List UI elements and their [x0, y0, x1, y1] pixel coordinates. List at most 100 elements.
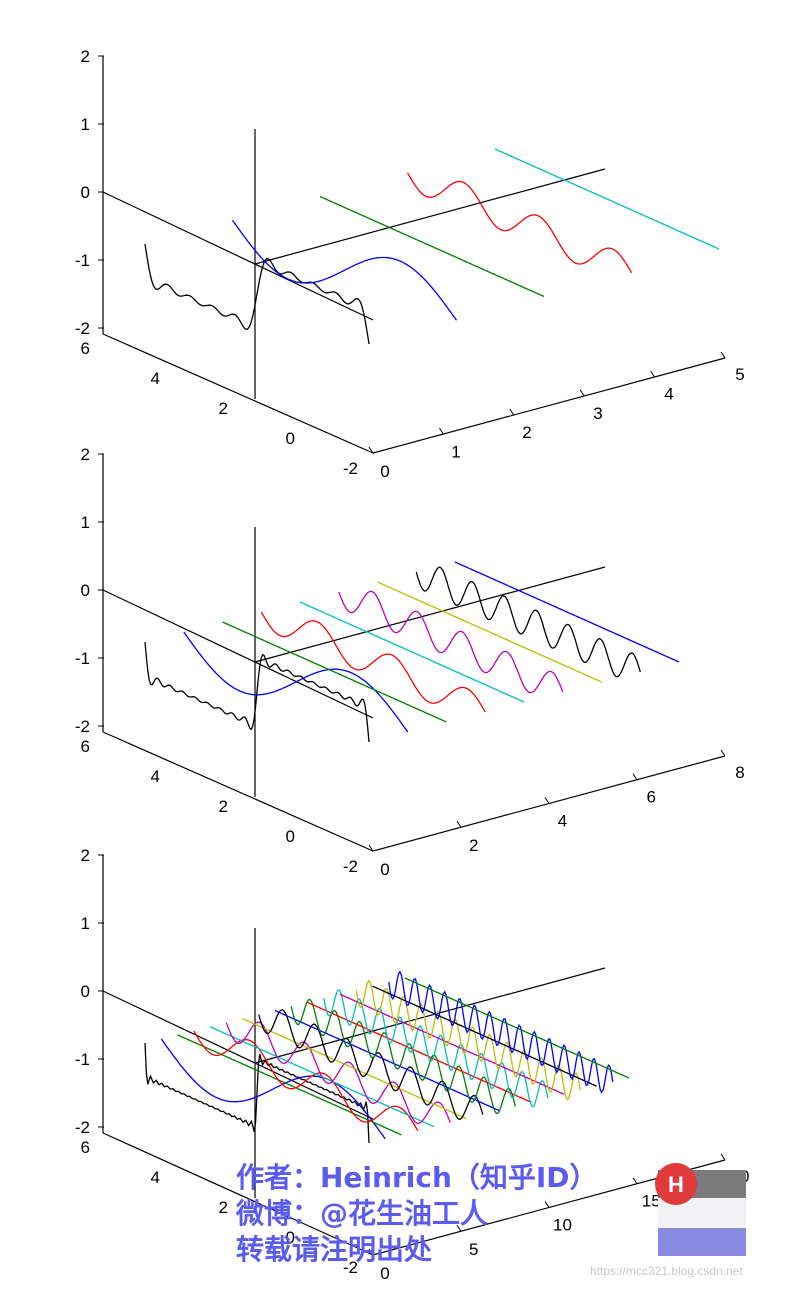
x-tick-mark [544, 797, 550, 804]
x-tick-mark [632, 1177, 638, 1185]
z-tick-label: 2 [81, 846, 90, 865]
series-17-line [404, 977, 630, 1079]
y-tick-label: 0 [286, 429, 295, 448]
z-tick-label: -2 [75, 717, 90, 736]
z-tick-label: 0 [81, 581, 90, 600]
y-tick-label: -2 [343, 857, 358, 876]
y-tick-label: 4 [151, 767, 160, 786]
series-5-line [299, 601, 525, 703]
y-tick-label: 0 [286, 1228, 295, 1247]
series-1-line [144, 1042, 370, 1144]
x-tick-mark [368, 446, 374, 454]
z-tick-label: 0 [81, 982, 90, 1001]
x-tick-mark [632, 773, 638, 781]
series-3-line [319, 195, 545, 298]
x-tick-label: 3 [593, 404, 602, 423]
x-tick-label: 1 [451, 443, 460, 462]
x-tick-label: 5 [735, 365, 744, 384]
x-tick-label: 5 [469, 1240, 478, 1259]
x-tick-mark [720, 1153, 726, 1161]
y-tick-label: 6 [81, 737, 90, 756]
series-8-line [415, 566, 641, 678]
series-14-line [355, 979, 581, 1101]
series-1-line [144, 641, 370, 743]
series-3-line [177, 1034, 402, 1136]
y-axis [102, 333, 374, 454]
series-2-line [183, 631, 409, 733]
y-tick-label: 2 [219, 1198, 228, 1217]
y-axis [102, 1132, 374, 1256]
x-tick-mark [368, 1248, 374, 1256]
y-tick-label: 6 [81, 1138, 90, 1157]
watermark-author: 作者：Heinrich（知乎ID） [236, 1161, 598, 1194]
x-tick-mark [720, 749, 726, 757]
x-tick-label: 0 [380, 860, 389, 879]
origin-x-line [254, 168, 606, 265]
series-2-line [160, 1038, 386, 1140]
series-13-line [339, 993, 565, 1095]
x-tick-label: 0 [380, 462, 389, 481]
series-6-line [225, 1021, 451, 1124]
origin-y-line [102, 990, 374, 1120]
series-9-line [274, 1009, 500, 1112]
x-tick-mark [579, 389, 585, 397]
z-tick-label: -1 [75, 1050, 90, 1069]
x-tick-label: 8 [735, 763, 744, 782]
x-tick-mark [456, 1224, 462, 1232]
x-tick-label: 2 [522, 423, 531, 442]
x-axis [372, 357, 726, 454]
x-tick-label: 10 [553, 1216, 572, 1235]
y-tick-label: -2 [343, 459, 358, 478]
series-3-line [222, 621, 447, 723]
site-url: https://mcc321.blog.csdn.net [590, 1264, 743, 1278]
watermark-weibo: 微博：@花生油工人 [235, 1197, 488, 1230]
watermark: 作者：Heinrich（知乎ID） 微博：@花生油工人 转载请注明出处 [235, 1161, 598, 1266]
series-15-line [372, 985, 597, 1087]
x-tick-label: 2 [469, 836, 478, 855]
origin-y-line [102, 191, 374, 321]
x-tick-mark [438, 427, 444, 435]
series-4-line [193, 1030, 419, 1132]
y-tick-label: 6 [81, 339, 90, 358]
site-logo: H [655, 1163, 746, 1256]
y-tick-label: 0 [286, 827, 295, 846]
z-tick-label: -1 [75, 649, 90, 668]
y-tick-label: 2 [219, 399, 228, 418]
x-tick-label: 4 [664, 384, 673, 403]
z-tick-label: 1 [81, 513, 90, 532]
z-tick-label: -1 [75, 251, 90, 270]
x-tick-mark [650, 370, 656, 378]
y-axis [102, 731, 374, 852]
origin-x-line [254, 967, 606, 1064]
series-2-line [231, 219, 458, 321]
z-tick-label: -2 [75, 319, 90, 338]
series-16-line [388, 970, 614, 1094]
x-tick-label: 4 [558, 812, 567, 831]
series-4-line [406, 172, 633, 274]
series-5-line [494, 148, 720, 250]
x-tick-mark [509, 408, 515, 416]
y-tick-label: 4 [151, 369, 160, 388]
y-tick-label: 4 [151, 1168, 160, 1187]
z-tick-label: 2 [81, 445, 90, 464]
z-tick-label: 1 [81, 115, 90, 134]
series-7-line [242, 1018, 467, 1120]
series-6-line [338, 590, 564, 694]
logo-band-blue [658, 1228, 746, 1256]
x-tick-mark [368, 844, 374, 852]
logo-letter: H [668, 1172, 684, 1197]
series-1-line [144, 243, 370, 345]
series-8-line [258, 1009, 484, 1120]
series-7-line [377, 581, 602, 683]
z-tick-label: 1 [81, 914, 90, 933]
x-tick-mark [544, 1201, 550, 1208]
x-tick-label: 0 [380, 1264, 389, 1283]
z-tick-label: 2 [81, 47, 90, 66]
series-12-line [323, 989, 549, 1108]
y-tick-label: -2 [343, 1258, 358, 1277]
series-10-line [290, 998, 516, 1115]
